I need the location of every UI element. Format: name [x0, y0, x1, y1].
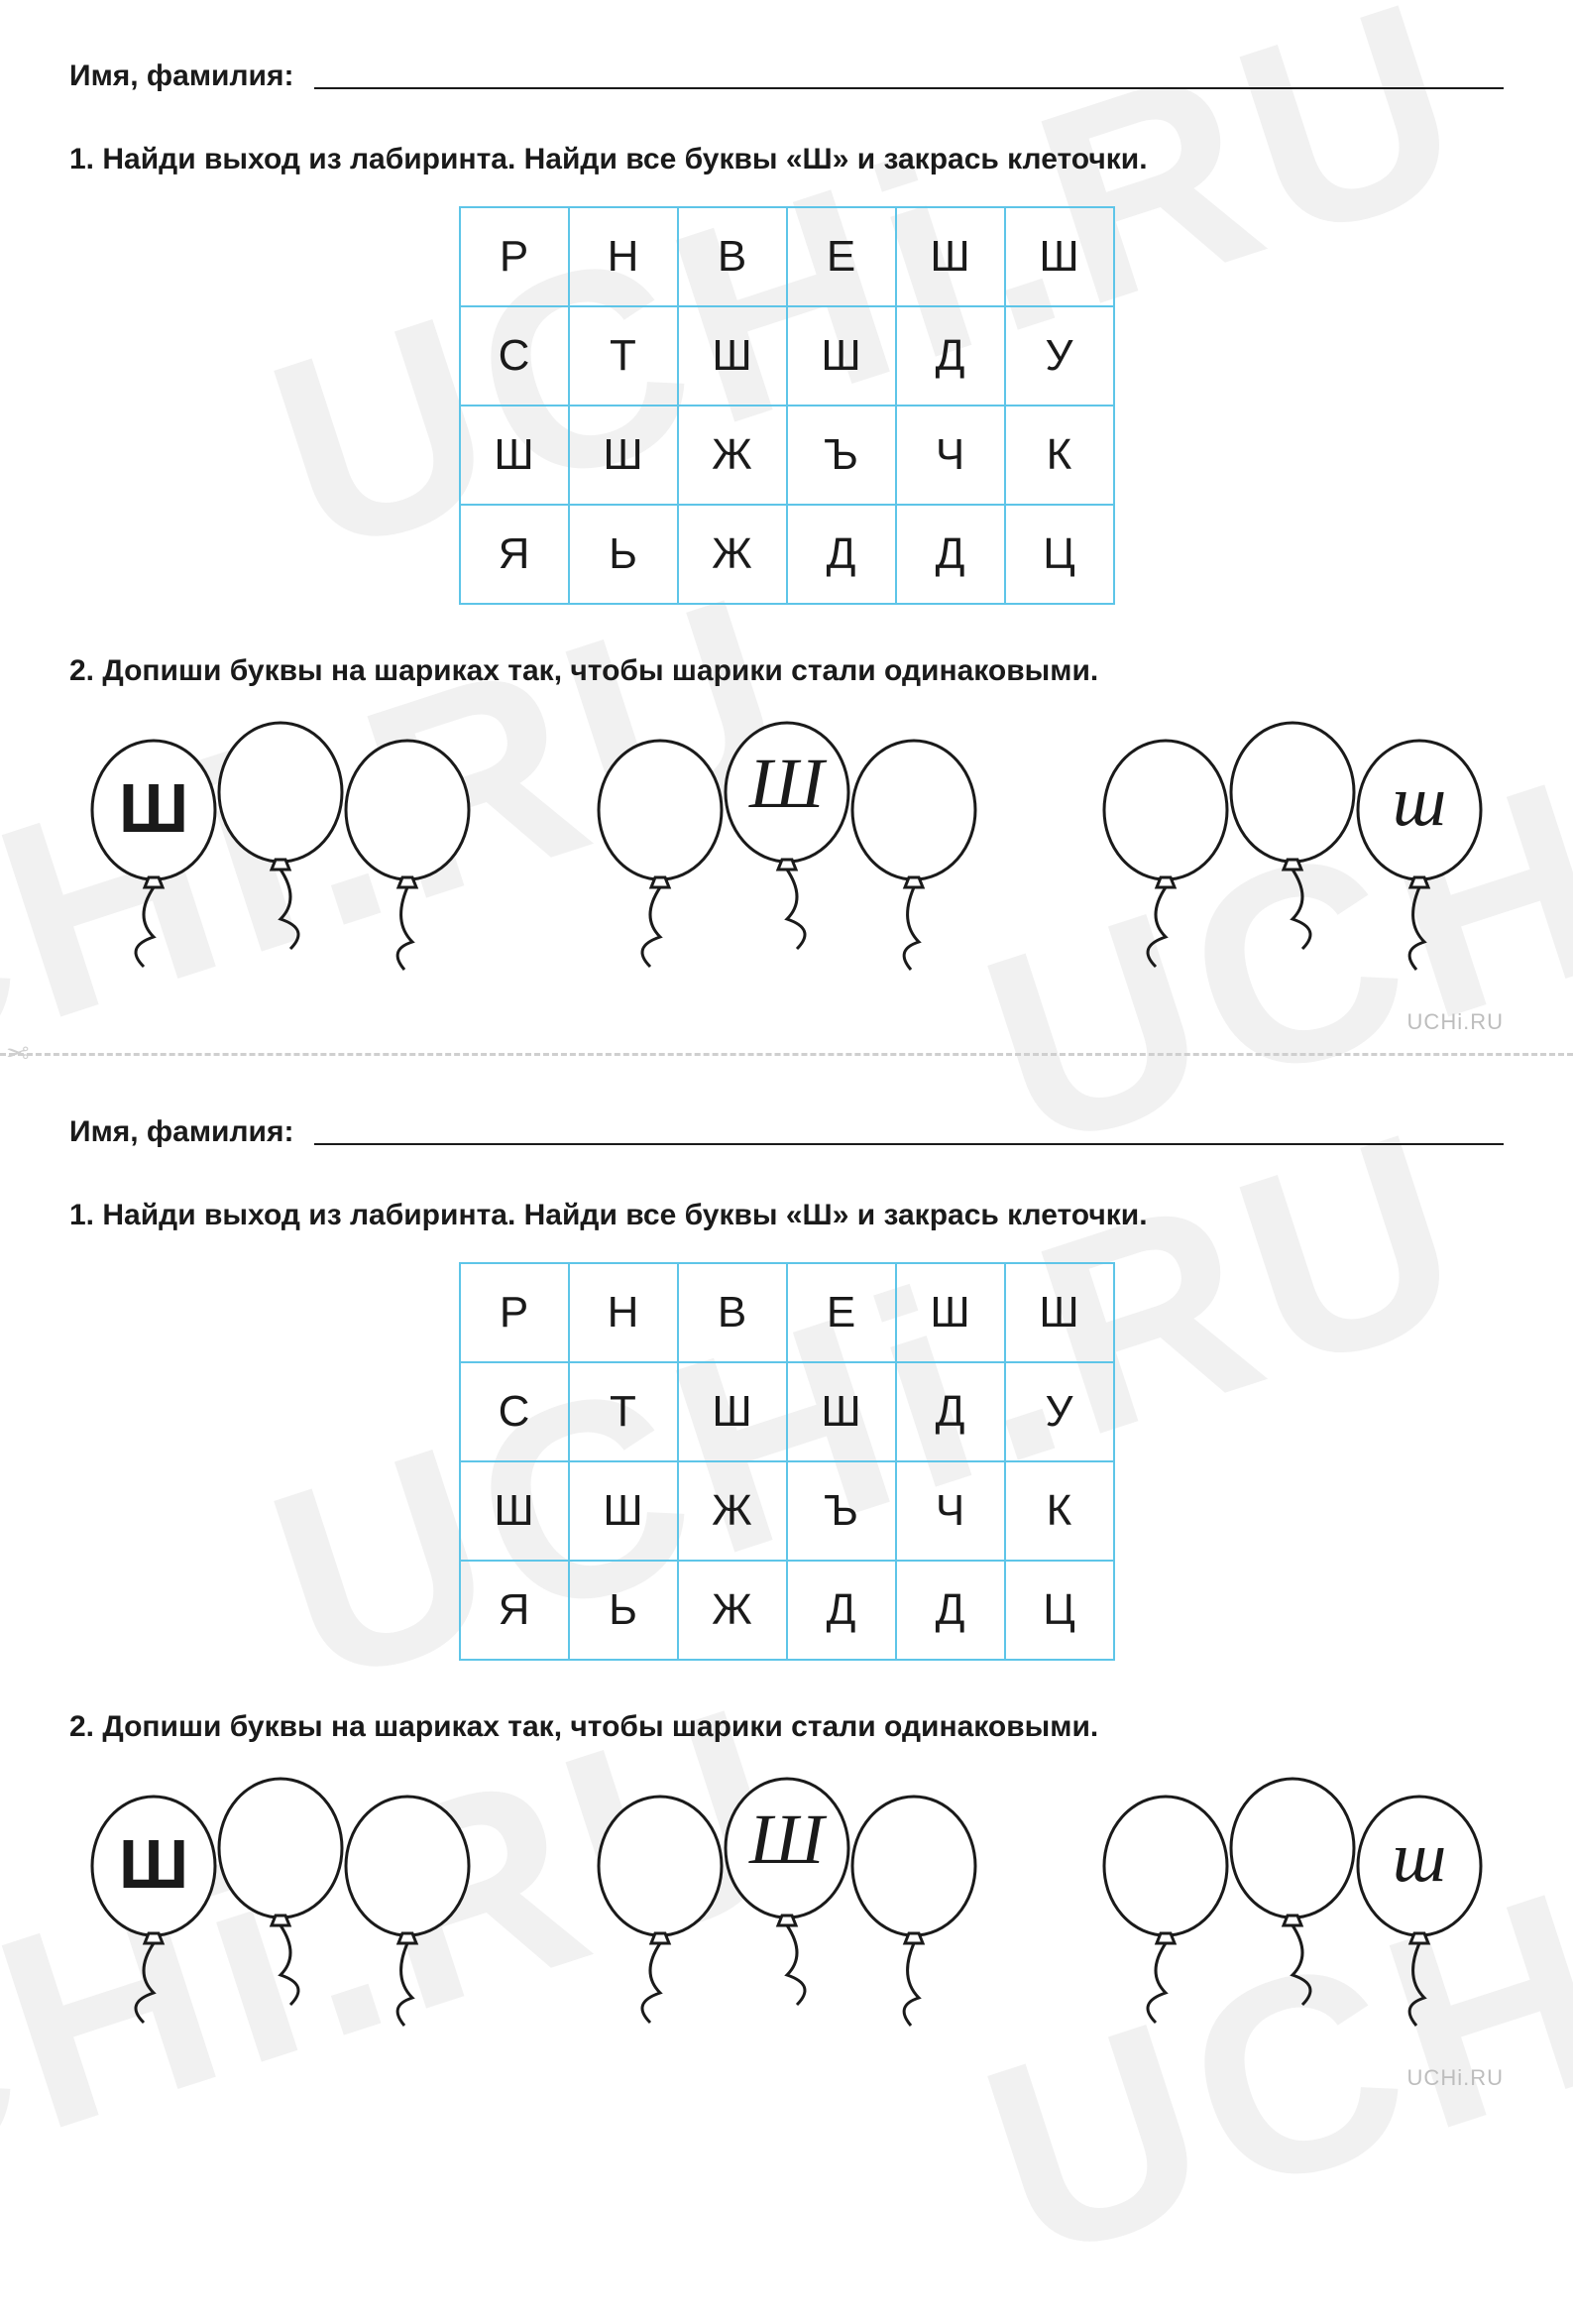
grid-cell[interactable]: В — [678, 207, 787, 306]
task-2-title: 2. Допиши буквы на шариках так, чтобы ша… — [69, 654, 1504, 688]
task-2: 2. Допиши буквы на шариках так, чтобы ша… — [69, 654, 1504, 993]
balloon-group: Ш — [586, 718, 988, 984]
balloon[interactable]: ш — [1345, 1792, 1494, 2039]
grid-cell[interactable]: Ц — [1005, 1561, 1114, 1660]
balloon[interactable] — [333, 1792, 482, 2039]
grid-cell[interactable]: Ж — [678, 406, 787, 505]
grid-cell[interactable]: Д — [896, 1362, 1005, 1461]
balloon-letter: ш — [1345, 765, 1494, 837]
grid-cell[interactable]: Н — [569, 1263, 678, 1362]
grid-cell[interactable]: Ш — [1005, 1263, 1114, 1362]
letter-grid[interactable]: Р Н В Е Ш Ш С Т Ш Ш Д У Ш Ш — [459, 206, 1115, 605]
grid-cell[interactable]: С — [460, 306, 569, 406]
grid-cell[interactable]: Ш — [896, 207, 1005, 306]
grid-cell[interactable]: Ш — [460, 406, 569, 505]
grid-cell[interactable]: Ь — [569, 505, 678, 604]
grid-cell[interactable]: Ш — [1005, 207, 1114, 306]
grid-cell[interactable]: Д — [896, 1561, 1005, 1660]
balloons-row: Ш Ш — [69, 1774, 1504, 2049]
balloon[interactable] — [840, 1792, 988, 2039]
grid-cell[interactable]: Ш — [896, 1263, 1005, 1362]
grid-cell[interactable]: Ь — [569, 1561, 678, 1660]
grid-cell[interactable]: Н — [569, 207, 678, 306]
balloon-group: Ш — [79, 718, 482, 984]
grid-cell[interactable]: Ш — [787, 306, 896, 406]
grid-cell[interactable]: Ш — [678, 306, 787, 406]
balloon-group: Ш — [79, 1774, 482, 2039]
balloon-group: ш — [1091, 718, 1494, 984]
task-2: 2. Допиши буквы на шариках так, чтобы ша… — [69, 1710, 1504, 2049]
task-1: 1. Найди выход из лабиринта. Найди все б… — [69, 1199, 1504, 1661]
brand-footer: UCHi.RU — [1407, 1009, 1504, 1035]
name-label: Имя, фамилия: — [69, 1115, 294, 1149]
grid-cell[interactable]: К — [1005, 406, 1114, 505]
grid-cell[interactable]: Ж — [678, 1561, 787, 1660]
grid-cell[interactable]: Е — [787, 1263, 896, 1362]
grid-cell[interactable]: Я — [460, 505, 569, 604]
grid-cell[interactable]: Ж — [678, 505, 787, 604]
grid-cell[interactable]: Я — [460, 1561, 569, 1660]
task-1: 1. Найди выход из лабиринта. Найди все б… — [69, 143, 1504, 605]
brand-footer: UCHi.RU — [1407, 2065, 1504, 2091]
name-input-line[interactable] — [314, 87, 1505, 89]
grid-cell[interactable]: В — [678, 1263, 787, 1362]
balloon[interactable]: ш — [1345, 736, 1494, 984]
grid-cell[interactable]: У — [1005, 1362, 1114, 1461]
grid-cell[interactable]: Д — [787, 1561, 896, 1660]
grid-cell[interactable]: Д — [896, 505, 1005, 604]
grid-cell[interactable]: Т — [569, 306, 678, 406]
grid-cell[interactable]: Ъ — [787, 1461, 896, 1561]
grid-cell[interactable]: Ъ — [787, 406, 896, 505]
worksheet-top: Имя, фамилия: 1. Найди выход из лабиринт… — [0, 0, 1573, 1053]
grid-cell[interactable]: Ш — [678, 1362, 787, 1461]
name-label: Имя, фамилия: — [69, 59, 294, 93]
grid-cell[interactable]: Д — [787, 505, 896, 604]
grid-cell[interactable]: Ш — [569, 1461, 678, 1561]
balloon-letter: ш — [1345, 1821, 1494, 1893]
grid-cell[interactable]: Ш — [569, 406, 678, 505]
grid-cell[interactable]: Р — [460, 207, 569, 306]
name-row: Имя, фамилия: — [69, 1115, 1504, 1149]
grid-cell[interactable]: Ж — [678, 1461, 787, 1561]
balloon[interactable] — [840, 736, 988, 984]
grid-cell[interactable]: Д — [896, 306, 1005, 406]
name-row: Имя, фамилия: — [69, 59, 1504, 93]
grid-cell[interactable]: Ш — [787, 1362, 896, 1461]
balloons-row: Ш Ш — [69, 718, 1504, 993]
grid-cell[interactable]: Т — [569, 1362, 678, 1461]
grid-cell[interactable]: У — [1005, 306, 1114, 406]
grid-cell[interactable]: Е — [787, 207, 896, 306]
task-1-title: 1. Найди выход из лабиринта. Найди все б… — [69, 1199, 1504, 1232]
grid-cell[interactable]: Р — [460, 1263, 569, 1362]
grid-cell[interactable]: Ш — [460, 1461, 569, 1561]
grid-cell[interactable]: Ч — [896, 406, 1005, 505]
balloon-group: ш — [1091, 1774, 1494, 2039]
letter-grid[interactable]: Р Н В Е Ш Ш С Т Ш Ш Д У Ш Ш — [459, 1262, 1115, 1661]
name-input-line[interactable] — [314, 1143, 1505, 1145]
grid-cell[interactable]: Ч — [896, 1461, 1005, 1561]
balloon[interactable] — [333, 736, 482, 984]
worksheet-bottom: Имя, фамилия: 1. Найди выход из лабиринт… — [0, 1056, 1573, 2109]
grid-cell[interactable]: Ц — [1005, 505, 1114, 604]
grid-cell[interactable]: С — [460, 1362, 569, 1461]
task-2-title: 2. Допиши буквы на шариках так, чтобы ша… — [69, 1710, 1504, 1744]
balloon-group: Ш — [586, 1774, 988, 2039]
grid-cell[interactable]: К — [1005, 1461, 1114, 1561]
task-1-title: 1. Найди выход из лабиринта. Найди все б… — [69, 143, 1504, 176]
